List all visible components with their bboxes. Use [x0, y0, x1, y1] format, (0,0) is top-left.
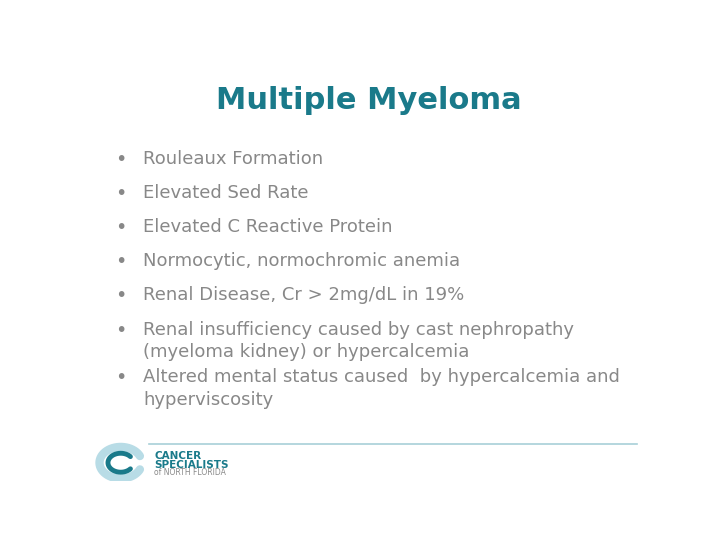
Text: Normocytic, normochromic anemia: Normocytic, normochromic anemia	[143, 252, 460, 271]
Text: •: •	[115, 252, 127, 271]
Text: of NORTH FLORIDA: of NORTH FLORIDA	[154, 468, 226, 477]
Text: •: •	[115, 321, 127, 340]
Text: •: •	[115, 218, 127, 237]
Text: •: •	[115, 286, 127, 306]
Text: Elevated C Reactive Protein: Elevated C Reactive Protein	[143, 218, 392, 236]
Text: Multiple Myeloma: Multiple Myeloma	[216, 85, 522, 114]
Text: •: •	[115, 368, 127, 387]
Text: •: •	[115, 150, 127, 169]
Text: Renal Disease, Cr > 2mg/dL in 19%: Renal Disease, Cr > 2mg/dL in 19%	[143, 286, 464, 305]
Text: CANCER: CANCER	[154, 451, 202, 461]
Text: hyperviscosity: hyperviscosity	[143, 391, 274, 409]
Text: Elevated Sed Rate: Elevated Sed Rate	[143, 184, 308, 202]
Polygon shape	[107, 453, 135, 473]
Text: SPECIALISTS: SPECIALISTS	[154, 460, 229, 470]
Text: •: •	[115, 184, 127, 203]
Text: (myeloma kidney) or hypercalcemia: (myeloma kidney) or hypercalcemia	[143, 343, 469, 361]
Text: Renal insufficiency caused by cast nephropathy: Renal insufficiency caused by cast nephr…	[143, 321, 574, 339]
Text: Altered mental status caused  by hypercalcemia and: Altered mental status caused by hypercal…	[143, 368, 620, 386]
Text: Rouleaux Formation: Rouleaux Formation	[143, 150, 323, 168]
